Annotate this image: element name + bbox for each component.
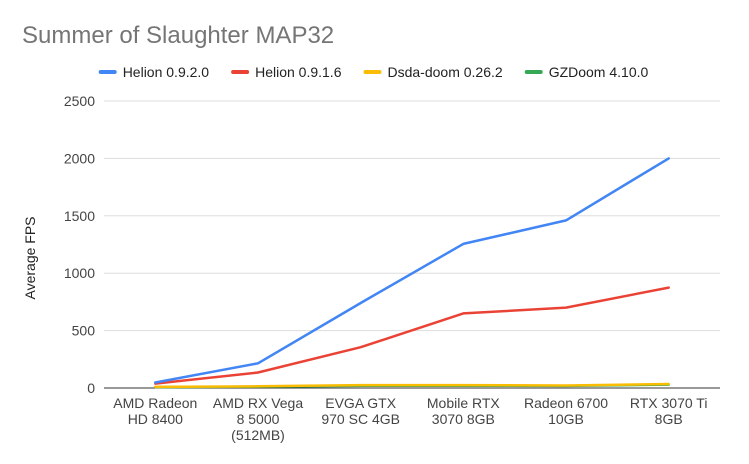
y-tick-label: 1000 xyxy=(64,265,95,281)
x-tick-label: Radeon 6700 10GB xyxy=(524,395,608,427)
x-tick-label: AMD RX Vega 8 5000 (512MB) xyxy=(213,395,303,443)
legend-label: Helion 0.9.1.6 xyxy=(255,64,342,80)
x-tick-label: EVGA GTX 970 SC 4GB xyxy=(321,395,400,427)
legend-label: GZDoom 4.10.0 xyxy=(549,64,649,80)
series-line-helion-0-9-2-0 xyxy=(154,157,670,384)
series-line-dsda-doom-0-26-2 xyxy=(154,382,670,389)
y-tick-label: 1500 xyxy=(64,208,95,224)
legend-label: Helion 0.9.2.0 xyxy=(123,64,210,80)
x-tick-label: RTX 3070 Ti 8GB xyxy=(630,395,708,427)
legend: Helion 0.9.2.0 Helion 0.9.1.6 Dsda-doom 0.… xyxy=(98,64,649,80)
x-tick-label: Mobile RTX 3070 8GB xyxy=(427,395,501,427)
x-tick-label: AMD Radeon HD 8400 xyxy=(113,395,197,427)
series-line-helion-0-9-1-6 xyxy=(154,286,670,385)
y-tick-label: 2500 xyxy=(64,93,95,109)
y-axis-title: Average FPS xyxy=(22,216,38,299)
legend-label: Dsda-doom 0.26.2 xyxy=(388,64,503,80)
y-tick-label: 500 xyxy=(72,323,96,339)
series-lines xyxy=(154,157,670,389)
x-axis-ticks: AMD Radeon HD 8400 AMD RX Vega 8 5000 (512MB… xyxy=(113,395,707,443)
y-tick-label: 0 xyxy=(87,380,95,396)
y-tick-label: 2000 xyxy=(64,150,95,166)
gridlines xyxy=(104,100,720,389)
y-axis-ticks: 0 500 1000 1500 2000 2500 xyxy=(64,93,95,396)
chart-title: Summer of Slaughter MAP32 xyxy=(22,22,334,49)
